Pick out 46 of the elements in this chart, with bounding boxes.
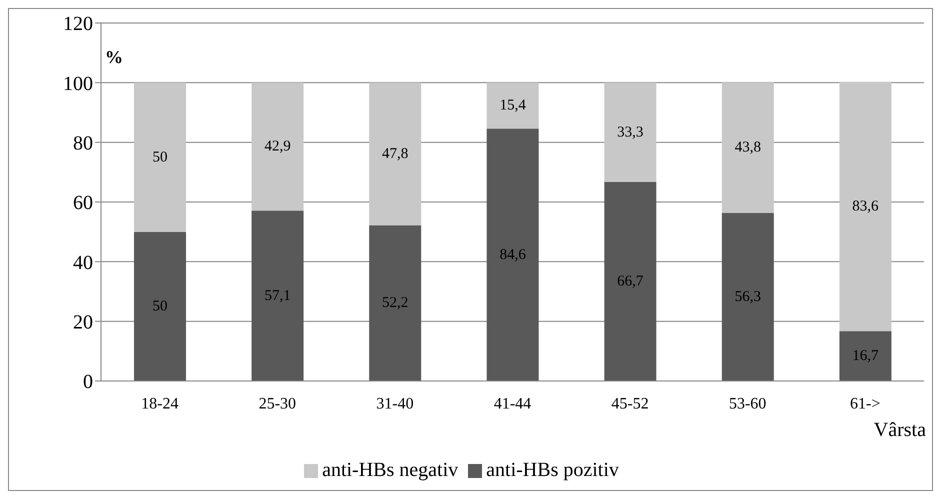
data-label: 50 bbox=[152, 149, 168, 166]
x-tick-label: 31-40 bbox=[376, 395, 414, 412]
legend-label: anti-HBs negativ bbox=[322, 459, 458, 481]
data-label: 15,4 bbox=[500, 98, 526, 114]
bar bbox=[252, 210, 304, 381]
bar bbox=[722, 82, 774, 214]
x-tick-label: 41-44 bbox=[494, 395, 532, 412]
x-tick-label: 61-> bbox=[850, 395, 880, 412]
bar bbox=[134, 82, 186, 232]
bar bbox=[604, 182, 656, 381]
y-tick-label: 40 bbox=[73, 252, 93, 274]
x-tick-label: 18-24 bbox=[141, 395, 178, 412]
bar bbox=[134, 232, 186, 381]
y-tick-label: 100 bbox=[63, 72, 93, 95]
bar bbox=[839, 82, 892, 332]
bar bbox=[839, 331, 892, 381]
data-label: 66,7 bbox=[617, 274, 644, 290]
y-axis-title: % bbox=[105, 47, 123, 68]
bar bbox=[486, 128, 539, 381]
data-label: 52,2 bbox=[382, 295, 408, 312]
y-tick-label: 120 bbox=[63, 13, 93, 36]
bar bbox=[722, 213, 774, 381]
data-label: 84,6 bbox=[500, 246, 526, 263]
data-label: 57,1 bbox=[264, 288, 291, 304]
x-tick-label: 53-60 bbox=[728, 395, 766, 412]
bar bbox=[486, 82, 539, 129]
y-tick-label: 80 bbox=[73, 132, 93, 154]
y-tick-label: 60 bbox=[73, 192, 93, 214]
data-label: 16,7 bbox=[852, 348, 880, 364]
data-label: 33,3 bbox=[617, 124, 644, 140]
bar bbox=[369, 225, 422, 381]
bar bbox=[369, 82, 422, 226]
data-label: 56,3 bbox=[734, 289, 761, 306]
data-label: 83,6 bbox=[852, 198, 880, 214]
y-tick-label: 20 bbox=[73, 311, 93, 334]
y-tick-label: 0 bbox=[83, 371, 93, 394]
x-tick-label: 25-30 bbox=[258, 395, 296, 412]
legend-label: anti-HBs pozitiv bbox=[486, 459, 619, 481]
data-label: 47,8 bbox=[382, 146, 408, 162]
data-label: 42,9 bbox=[264, 138, 291, 155]
bar bbox=[604, 82, 656, 182]
data-label: 43,8 bbox=[734, 140, 761, 156]
x-tick-label: 45-52 bbox=[611, 395, 649, 412]
bar bbox=[252, 82, 304, 211]
x-axis-title: Vârsta bbox=[874, 419, 926, 442]
data-label: 50 bbox=[152, 298, 168, 314]
